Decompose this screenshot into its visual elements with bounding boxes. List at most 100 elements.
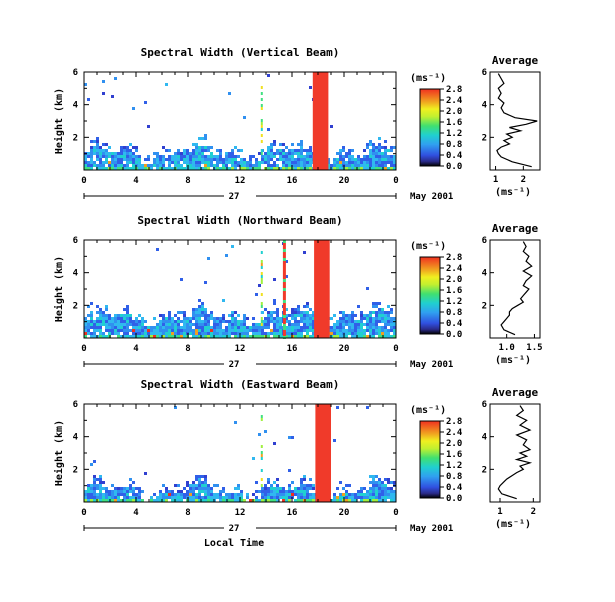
day-label-bg xyxy=(224,190,256,200)
panel-title: Spectral Width (Eastward Beam) xyxy=(141,378,340,391)
colorbar-tick-label: 2.8 xyxy=(446,253,462,263)
colorbar-tick-label: 1.2 xyxy=(446,461,462,471)
day-label-bg xyxy=(224,358,256,368)
y-tick-label: 6 xyxy=(73,400,78,410)
y-tick-label: 4 xyxy=(73,433,79,443)
red-band xyxy=(314,240,330,338)
date-label: May 2001 xyxy=(410,360,453,370)
profile-y-tick-label: 2 xyxy=(482,301,487,311)
y-tick-label: 6 xyxy=(73,236,78,246)
colorbar xyxy=(419,256,441,335)
profile-y-tick-label: 6 xyxy=(482,68,487,78)
profile-title: Average xyxy=(492,222,539,235)
x-axis-label: Local Time xyxy=(204,537,264,549)
colorbar-tick-label: 2.8 xyxy=(446,85,462,95)
colorbar-tick-label: 2.0 xyxy=(446,275,462,285)
profile-unit: (ms⁻¹) xyxy=(495,355,531,366)
colorbar-tick-label: 2.4 xyxy=(446,428,463,438)
x-tick-label: 4 xyxy=(133,176,139,186)
y-tick-label: 2 xyxy=(73,133,78,143)
x-tick-label: 12 xyxy=(235,176,246,186)
profile-frame xyxy=(489,71,541,171)
heatmap-cells xyxy=(84,240,396,339)
colorbar-unit: (ms⁻¹) xyxy=(410,405,446,416)
profile-y-tick-label: 2 xyxy=(482,133,487,143)
profile-y-tick-label: 4 xyxy=(482,101,488,111)
profile-y-tick-label: 6 xyxy=(482,400,487,410)
x-tick-label: 0 xyxy=(393,344,398,354)
heatmap-cells xyxy=(84,72,396,170)
colorbar-unit: (ms⁻¹) xyxy=(410,73,446,84)
profile-frame xyxy=(489,403,541,503)
x-tick-label: 0 xyxy=(393,176,398,186)
colorbar-tick-label: 0.4 xyxy=(446,151,463,161)
colorbar-tick-label: 1.6 xyxy=(446,286,462,296)
colorbar-tick-label: 0.8 xyxy=(446,140,462,150)
date-label: May 2001 xyxy=(410,524,453,534)
colorbar-tick-label: 1.6 xyxy=(446,118,462,128)
colorbar xyxy=(419,420,441,499)
x-tick-label: 0 xyxy=(81,344,86,354)
profile-y-tick-label: 4 xyxy=(482,433,488,443)
colorbar-tick-label: 0.4 xyxy=(446,483,463,493)
colorbar-tick-label: 0.0 xyxy=(446,162,462,172)
profile-x-tick-label: 1.5 xyxy=(526,343,542,353)
profile-title: Average xyxy=(492,386,539,399)
x-tick-label: 16 xyxy=(287,176,298,186)
x-tick-label: 20 xyxy=(339,344,350,354)
colorbar-tick-label: 2.0 xyxy=(446,107,462,117)
y-tick-label: 2 xyxy=(73,301,78,311)
colorbar-tick-label: 2.8 xyxy=(446,417,462,427)
profile-line xyxy=(497,405,533,500)
profile-line xyxy=(500,241,533,336)
red-band xyxy=(315,404,331,502)
heatmap-cells xyxy=(84,404,396,502)
colorbar-tick-label: 0.4 xyxy=(446,319,463,329)
colorbar-tick-label: 1.6 xyxy=(446,450,462,460)
profile-line xyxy=(496,73,538,168)
x-tick-label: 16 xyxy=(287,344,298,354)
x-tick-label: 16 xyxy=(287,508,298,518)
profile-y-tick-label: 6 xyxy=(482,236,487,246)
profile-x-tick-label: 1.0 xyxy=(499,343,515,353)
colorbar-tick-label: 0.8 xyxy=(446,472,462,482)
profile-title: Average xyxy=(492,54,539,67)
profile-y-tick-label: 4 xyxy=(482,269,488,279)
colorbar-unit: (ms⁻¹) xyxy=(410,241,446,252)
colorbar-tick-label: 1.2 xyxy=(446,129,462,139)
day-label: 27 xyxy=(229,360,240,370)
y-axis-label: Height (km) xyxy=(53,88,65,154)
y-tick-label: 4 xyxy=(73,269,79,279)
x-tick-label: 12 xyxy=(235,344,246,354)
day-label: 27 xyxy=(229,192,240,202)
profile-x-tick-label: 2 xyxy=(531,507,536,517)
red-band xyxy=(312,72,329,170)
x-tick-label: 0 xyxy=(81,508,86,518)
profile-x-tick-label: 2 xyxy=(521,175,526,185)
x-tick-label: 4 xyxy=(133,344,139,354)
colorbar-tick-label: 0.8 xyxy=(446,308,462,318)
colorbar-tick-label: 2.0 xyxy=(446,439,462,449)
x-tick-label: 0 xyxy=(81,176,86,186)
colorbar-tick-label: 2.4 xyxy=(446,264,463,274)
x-tick-label: 12 xyxy=(235,508,246,518)
day-label: 27 xyxy=(229,524,240,534)
y-tick-label: 4 xyxy=(73,101,79,111)
x-tick-label: 20 xyxy=(339,176,350,186)
colorbar xyxy=(419,88,441,167)
profile-unit: (ms⁻¹) xyxy=(495,187,531,198)
profile-y-tick-label: 2 xyxy=(482,465,487,475)
x-tick-label: 8 xyxy=(185,508,190,518)
day-label-bg xyxy=(224,522,256,532)
panel-title: Spectral Width (Northward Beam) xyxy=(137,214,342,227)
y-axis-label: Height (km) xyxy=(53,256,65,322)
y-tick-label: 6 xyxy=(73,68,78,78)
y-tick-label: 2 xyxy=(73,465,78,475)
profile-unit: (ms⁻¹) xyxy=(495,519,531,530)
y-axis-label: Height (km) xyxy=(53,420,65,486)
x-tick-label: 20 xyxy=(339,508,350,518)
profile-x-tick-label: 1 xyxy=(493,175,498,185)
colorbar-tick-label: 2.4 xyxy=(446,96,463,106)
x-tick-label: 0 xyxy=(393,508,398,518)
x-tick-label: 8 xyxy=(185,344,190,354)
